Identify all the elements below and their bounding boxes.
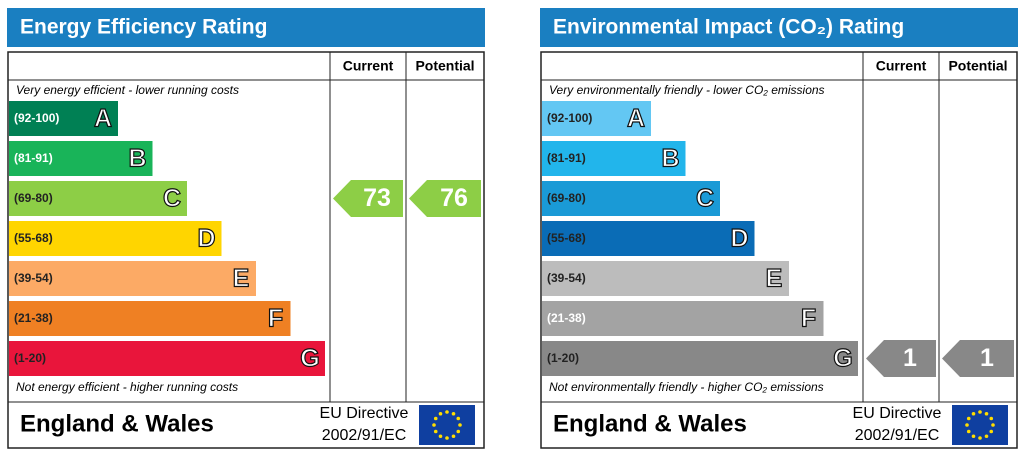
eu-star [438,411,443,416]
eu-star [984,411,989,416]
eu-star [971,434,976,439]
band-bar [9,141,153,176]
eu-star [966,429,971,434]
band-range: (81-91) [547,151,586,165]
band-letter: G [833,345,852,373]
band-letter: G [300,345,319,373]
eu-star [438,434,443,439]
rating-arrow [409,180,481,217]
band-range: (55-68) [547,231,586,245]
band-bar [542,141,686,176]
title-bar [7,8,485,47]
footer-region: England & Wales [20,410,214,437]
band-bar [542,101,651,136]
band-letter: E [233,265,250,293]
band-range: (69-80) [547,191,586,205]
bottom-note: Not energy efficient - higher running co… [16,380,238,394]
eu-star [432,423,436,427]
band-letter: C [696,185,714,213]
band-range: (92-100) [547,111,592,125]
eu-star [445,410,449,414]
eu-star [978,436,982,440]
band-letter: F [801,305,816,333]
band-bar [542,181,720,216]
rating-arrow [866,340,936,377]
bottom-note: Not environmentally friendly - higher CO… [549,380,824,394]
eu-star [966,416,971,421]
top-note: Very energy efficient - lower running co… [16,83,239,97]
band-letter: B [128,145,146,173]
footer-directive: EU Directive [320,405,409,422]
eu-star [451,434,456,439]
column-header: Current [876,58,927,74]
title-bar [540,8,1018,47]
column-header: Potential [948,58,1007,74]
band-bar [9,101,118,136]
band-range: (39-54) [14,271,53,285]
eu-star [989,429,994,434]
band-bar [9,301,291,336]
band-range: (1-20) [14,351,46,365]
frame [7,51,485,449]
band-range: (55-68) [14,231,53,245]
rating-value: 76 [440,184,468,212]
band-bar [9,181,187,216]
band-range: (39-54) [547,271,586,285]
eu-star [978,410,982,414]
band-letter: D [197,225,215,253]
band-range: (1-20) [547,351,579,365]
band-range: (21-38) [14,311,53,325]
band-bar [542,301,824,336]
column-header: Potential [415,58,474,74]
band-bar [542,341,858,376]
top-note: Very environmentally friendly - lower CO… [549,83,825,97]
band-letter: B [661,145,679,173]
band-bar [9,221,222,256]
band-letter: F [268,305,283,333]
band-letter: E [766,265,783,293]
band-range: (21-38) [547,311,586,325]
eu-star [456,429,461,434]
footer-code: 2002/91/EC [855,427,940,444]
band-bar [9,341,325,376]
eu-star [451,411,456,416]
panel-title: Environmental Impact (CO₂) Rating [553,16,904,39]
band-range: (92-100) [14,111,59,125]
rating-arrow [942,340,1014,377]
band-letter: C [163,185,181,213]
footer-directive: EU Directive [853,405,942,422]
eu-star [991,423,995,427]
footer-region: England & Wales [553,410,747,437]
band-letter: A [94,105,112,133]
band-range: (69-80) [14,191,53,205]
eu-star [456,416,461,421]
eu-star [971,411,976,416]
rating-value: 1 [980,344,994,372]
panel-title: Energy Efficiency Rating [20,16,267,39]
frame [540,51,1018,449]
eu-star [445,436,449,440]
rating-value: 1 [903,344,917,372]
eu-star [433,429,438,434]
band-bar [9,261,256,296]
band-letter: D [730,225,748,253]
band-range: (81-91) [14,151,53,165]
band-bar [542,261,789,296]
column-header: Current [343,58,394,74]
eu-star [433,416,438,421]
band-letter: A [627,105,645,133]
eu-star [965,423,969,427]
rating-value: 73 [363,184,391,212]
band-bar [542,221,755,256]
eu-star [989,416,994,421]
eu-star [984,434,989,439]
footer-code: 2002/91/EC [322,427,407,444]
rating-arrow [333,180,403,217]
eu-star [458,423,462,427]
